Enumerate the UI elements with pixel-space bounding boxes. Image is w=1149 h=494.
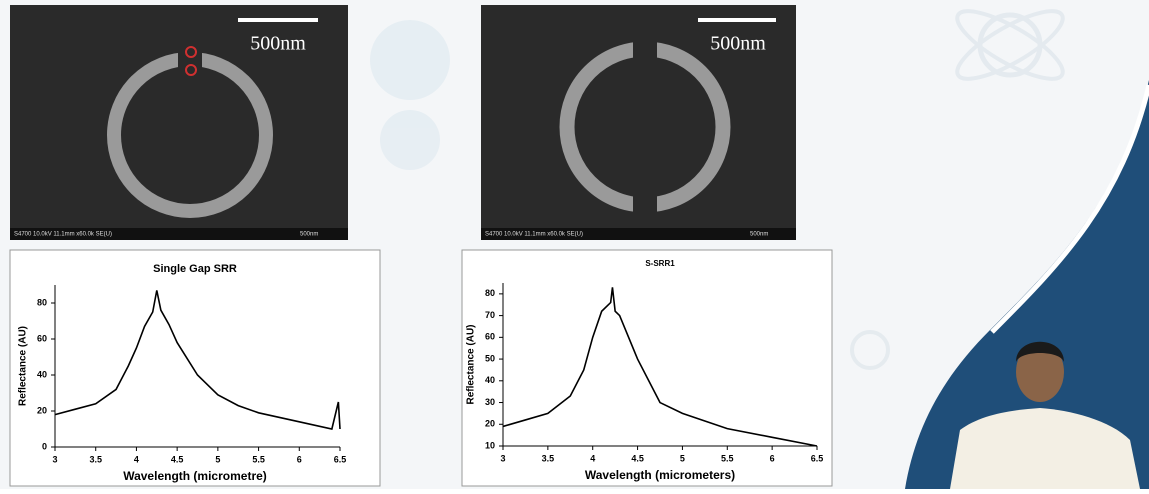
data-line	[54, 290, 341, 430]
y-tick-label: 50	[485, 353, 495, 363]
x-tick-label: 3	[52, 454, 57, 464]
y-tick-label: 30	[485, 397, 495, 407]
sem-image: 500nm S4700 10.0kV 11.1mm x60.0k SE(U) 5…	[481, 5, 796, 240]
x-tick-label: 4	[590, 453, 595, 463]
x-axis-label: Wavelength (micrometre)	[123, 469, 267, 483]
chart-frame	[461, 249, 833, 487]
x-tick-label: 5	[215, 454, 220, 464]
x-tick-label: 4.5	[631, 453, 644, 463]
x-tick-label: 3.5	[89, 454, 102, 464]
y-tick-label: 0	[42, 441, 47, 451]
scale-label: 500nm	[250, 33, 306, 55]
y-axis-label: Reflectance (AU)	[18, 326, 29, 406]
sem-footer: S4700 10.0kV 11.1mm x60.0k SE(U)	[485, 232, 583, 238]
chart-frame	[9, 249, 381, 487]
y-tick-label: 60	[485, 332, 495, 342]
x-tick-label: 6.5	[811, 453, 824, 463]
y-tick-label: 20	[485, 419, 495, 429]
chart-title: S-SRR1	[645, 259, 675, 268]
chart-title: Single Gap SRR	[153, 263, 237, 275]
y-tick-label: 70	[485, 310, 495, 320]
x-axis-label: Wavelength (micrometers)	[585, 468, 735, 482]
y-tick-label: 20	[37, 405, 47, 415]
x-tick-label: 5.5	[252, 454, 265, 464]
sem-image: 500nm S4700 10.0kV 11.1mm x60.0k SE(U) 5…	[10, 5, 348, 240]
decor-wave-edge	[990, 84, 1149, 334]
y-tick-label: 40	[485, 375, 495, 385]
y-tick-label: 10	[485, 440, 495, 450]
decor-wave	[905, 80, 1149, 489]
sem-footer: S4700 10.0kV 11.1mm x60.0k SE(U)	[14, 232, 112, 238]
y-tick-label: 80	[485, 288, 495, 298]
scale-label: 500nm	[710, 33, 766, 55]
x-tick-label: 6	[297, 454, 302, 464]
x-tick-label: 3.5	[542, 453, 555, 463]
x-tick-label: 4	[134, 454, 139, 464]
sem-footer-scale: 500nm	[300, 232, 318, 238]
y-tick-label: 40	[37, 369, 47, 379]
presenter	[950, 341, 1140, 489]
data-line	[502, 287, 818, 447]
x-tick-label: 6.5	[334, 454, 347, 464]
y-tick-label: 80	[37, 297, 47, 307]
x-tick-label: 6	[770, 453, 775, 463]
y-tick-label: 60	[37, 333, 47, 343]
y-axis-label: Reflectance (AU)	[466, 324, 477, 404]
x-tick-label: 4.5	[171, 454, 184, 464]
decor-icons	[370, 9, 1065, 370]
x-tick-label: 3	[500, 453, 505, 463]
x-tick-label: 5	[680, 453, 685, 463]
sem-footer-scale: 500nm	[750, 232, 768, 238]
x-tick-label: 5.5	[721, 453, 734, 463]
